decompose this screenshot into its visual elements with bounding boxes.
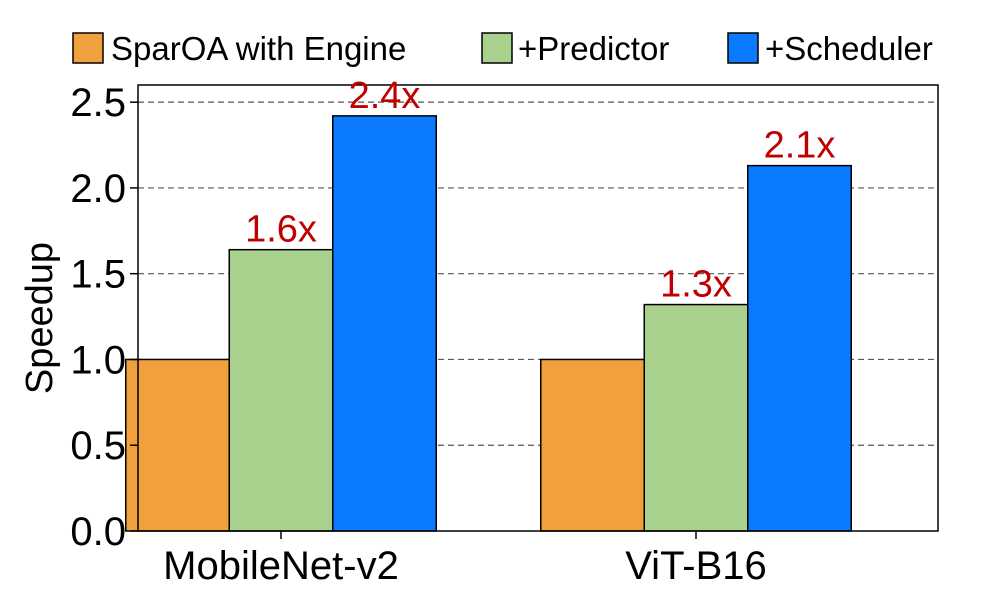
- legend-swatch-1: [481, 32, 513, 64]
- bar-value-label: 1.3x: [660, 264, 732, 306]
- bar: [332, 115, 437, 532]
- bar-value-label: 2.1x: [764, 125, 836, 167]
- bar: [125, 358, 230, 532]
- y-tick-label: 0.5: [70, 424, 126, 468]
- y-tick-label: 0.0: [70, 510, 126, 554]
- legend-swatch-0: [72, 32, 104, 64]
- bars: [125, 115, 852, 532]
- y-tick-label: 1.0: [70, 338, 126, 382]
- bar-value-label: 1.6x: [245, 209, 317, 251]
- x-tick-label: MobileNet-v2: [163, 544, 399, 588]
- legend-label-2: +Scheduler: [765, 30, 933, 67]
- y-axis-label: Speedup: [19, 242, 61, 394]
- legend-swatch-2: [727, 32, 759, 64]
- y-tick-label: 2.0: [70, 167, 126, 211]
- bar: [643, 303, 749, 532]
- data-labels: 1.6x 2.4x 1.3x 2.1x: [245, 75, 835, 306]
- bar: [747, 164, 852, 532]
- y-tick-label: 2.5: [70, 81, 126, 125]
- bar: [540, 358, 645, 532]
- legend-label-1: +Predictor: [518, 30, 669, 67]
- y-ticks: 0.0 0.5 1.0 1.5 2.0 2.5: [70, 81, 138, 554]
- plot-frame: [137, 84, 939, 532]
- bar: [228, 248, 334, 532]
- bar-value-label: 2.4x: [349, 75, 421, 117]
- legend: SparOA with Engine +Predictor +Scheduler: [72, 30, 933, 67]
- x-ticks: MobileNet-v2 ViT-B16: [163, 531, 767, 588]
- y-tick-label: 1.5: [70, 253, 126, 297]
- x-tick-label: ViT-B16: [625, 544, 767, 588]
- legend-label-0: SparOA with Engine: [111, 30, 406, 67]
